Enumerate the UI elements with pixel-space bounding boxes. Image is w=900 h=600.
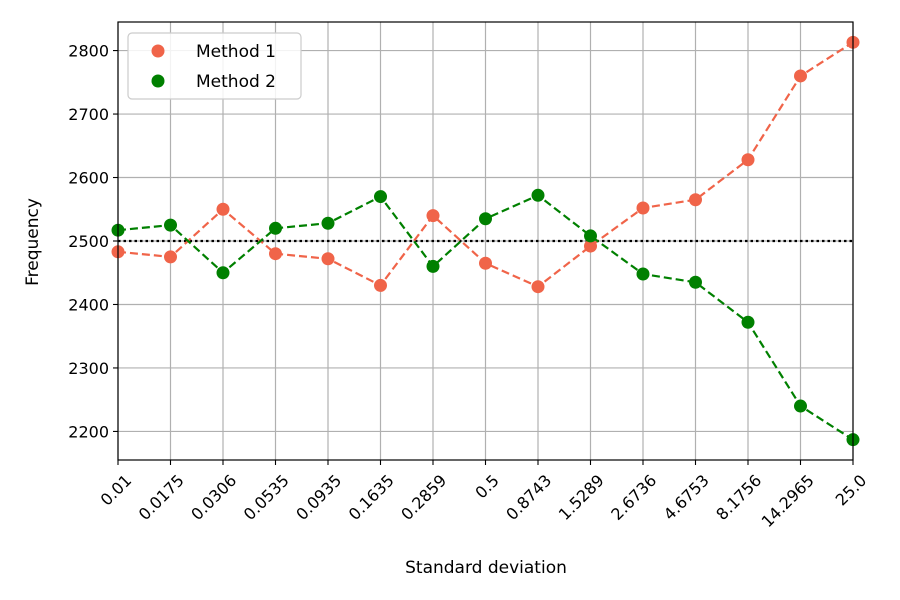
data-point (426, 259, 440, 273)
data-point (426, 209, 440, 223)
data-point (636, 201, 650, 215)
legend-label: Method 1 (196, 42, 276, 62)
data-point (531, 188, 545, 202)
legend-box (127, 32, 302, 100)
series-layer (111, 35, 860, 447)
data-point (479, 256, 492, 270)
y-axis-title: Frequency (23, 198, 43, 286)
data-point (479, 212, 492, 226)
data-point (216, 202, 230, 216)
data-point (689, 275, 702, 289)
data-point (269, 247, 282, 261)
y-tick-label: 2400 (68, 295, 109, 314)
data-point (269, 221, 282, 235)
data-point (794, 399, 807, 413)
data-point (584, 239, 597, 253)
data-point (321, 252, 335, 266)
y-axis-ticks: 2200 2300 2400 2500 2600 2700 2800 (68, 42, 118, 441)
data-point (741, 153, 755, 167)
data-point (216, 266, 230, 280)
data-point (584, 229, 597, 243)
y-tick-label: 2600 (68, 169, 109, 188)
data-point (531, 280, 545, 294)
y-tick-label: 2500 (68, 232, 109, 251)
data-point (164, 218, 177, 232)
data-point (741, 315, 755, 329)
x-axis-title: Standard deviation (405, 558, 567, 578)
series-2 (111, 188, 860, 447)
data-point (321, 216, 335, 230)
y-tick-label: 2200 (68, 422, 109, 441)
series-1 (111, 35, 860, 294)
data-point (636, 267, 650, 281)
y-tick-label: 2700 (68, 105, 109, 124)
y-tick-label: 2800 (68, 42, 109, 61)
data-point (164, 250, 177, 264)
legend-label: Method 2 (196, 72, 276, 92)
data-point (689, 193, 702, 207)
data-point (374, 278, 387, 292)
legend-marker (151, 74, 165, 88)
y-tick-label: 2300 (68, 359, 109, 378)
legend: Method 1 Method 2 (127, 32, 302, 100)
legend-marker (151, 44, 165, 58)
data-point (794, 69, 807, 83)
data-point (374, 190, 387, 204)
